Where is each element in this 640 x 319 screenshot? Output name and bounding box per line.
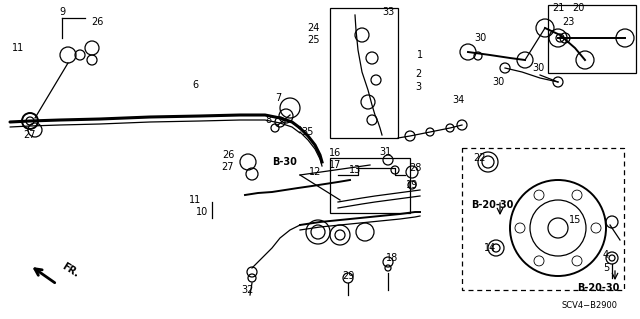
- Text: 11: 11: [12, 43, 24, 53]
- Text: 33: 33: [382, 7, 394, 17]
- Bar: [462, 148, 624, 290]
- Text: 2: 2: [415, 69, 421, 79]
- Text: 13: 13: [349, 165, 361, 175]
- Text: 27: 27: [24, 130, 36, 140]
- Text: 23: 23: [562, 17, 574, 27]
- Bar: [548, 5, 636, 73]
- Text: 30: 30: [532, 63, 544, 73]
- Bar: [330, 158, 410, 213]
- Text: 16: 16: [329, 148, 341, 158]
- Text: 6: 6: [192, 80, 198, 90]
- Text: 1: 1: [417, 50, 423, 60]
- Text: 27: 27: [221, 162, 234, 172]
- Text: 21: 21: [552, 3, 564, 13]
- Text: 22: 22: [474, 153, 486, 163]
- Text: 20: 20: [572, 3, 584, 13]
- Text: 19: 19: [406, 180, 418, 190]
- Text: SCV4−B2900: SCV4−B2900: [562, 300, 618, 309]
- Text: 25: 25: [307, 35, 319, 45]
- Text: 8: 8: [265, 115, 271, 125]
- Bar: [330, 8, 398, 138]
- Text: 29: 29: [342, 271, 354, 281]
- Text: 11: 11: [189, 195, 201, 205]
- Text: 24: 24: [307, 23, 319, 33]
- Text: 14: 14: [484, 243, 496, 253]
- Text: 31: 31: [379, 147, 391, 157]
- Text: 4: 4: [603, 250, 609, 260]
- Text: FR.: FR.: [60, 261, 81, 279]
- Text: 17: 17: [329, 160, 341, 170]
- Text: B-30: B-30: [273, 157, 298, 167]
- Text: 9: 9: [59, 7, 65, 17]
- Text: 18: 18: [386, 253, 398, 263]
- Text: 5: 5: [603, 263, 609, 273]
- Text: 15: 15: [569, 215, 581, 225]
- Text: 12: 12: [309, 167, 321, 177]
- Text: 7: 7: [275, 93, 281, 103]
- Text: 26: 26: [222, 150, 234, 160]
- Text: 28: 28: [409, 163, 421, 173]
- Text: 10: 10: [196, 207, 208, 217]
- Text: 34: 34: [452, 95, 464, 105]
- Text: B-20-30: B-20-30: [471, 200, 513, 210]
- Text: 32: 32: [242, 285, 254, 295]
- Text: 30: 30: [474, 33, 486, 43]
- Text: 26: 26: [91, 17, 103, 27]
- Text: B-20-30: B-20-30: [577, 283, 619, 293]
- Text: 3: 3: [415, 82, 421, 92]
- Text: 30: 30: [492, 77, 504, 87]
- Text: 35: 35: [302, 127, 314, 137]
